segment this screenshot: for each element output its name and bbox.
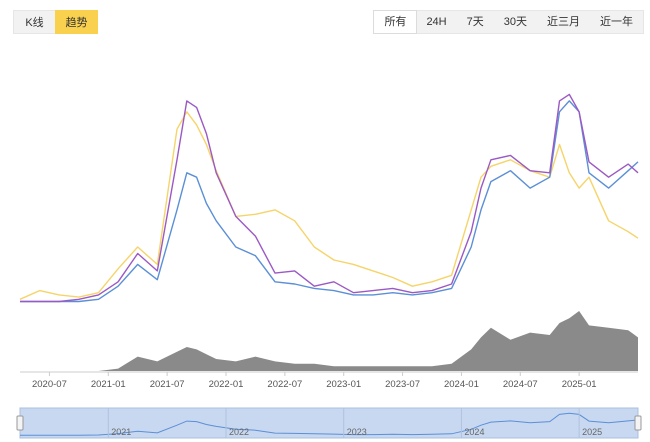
x-tick-label: 2024-07 [503,379,538,390]
navigator-handle-right[interactable] [634,415,642,431]
x-tick-label: 2021-01 [91,379,126,390]
navigator-label: 2022 [229,427,249,437]
navigator-label: 2025 [582,427,602,437]
tab-30d[interactable]: 30天 [503,16,527,28]
trend-button[interactable]: 趋势 [55,10,98,34]
navigator-handle-left[interactable] [16,415,24,431]
x-tick-label: 2025-01 [562,379,597,390]
x-tick-label: 2022-01 [209,379,244,390]
series-line-purple [20,93,639,303]
x-tick-label: 2023-01 [326,379,361,390]
volume-area [20,311,638,371]
kline-button[interactable]: K线 [13,10,56,34]
x-tick-label: 2020-07 [32,379,67,390]
navigator-label: 2023 [347,427,367,437]
x-tick-label: 2024-01 [444,379,479,390]
navigator-label: 2024 [464,427,484,437]
x-tick-label: 2022-07 [267,379,302,390]
view-toggle: K线 趋势 [13,10,98,34]
navigator-label: 2021 [111,427,131,437]
x-tick-label: 2021-07 [150,379,185,390]
series-line-blue [20,100,639,303]
tab-7d[interactable]: 7天 [466,16,484,28]
navigator: 2021 2022 2023 2024 2025 [16,407,642,439]
tab-all[interactable]: 所有 [373,10,418,34]
series-line-yellow [19,111,639,300]
range-tabs: 所有 24H 7天 30天 近三月 近一年 [373,10,644,34]
tab-1y[interactable]: 近一年 [600,16,633,28]
x-tick-label: 2023-07 [385,379,420,390]
tab-24h[interactable]: 24H [426,16,447,28]
tab-3m[interactable]: 近三月 [547,16,580,28]
